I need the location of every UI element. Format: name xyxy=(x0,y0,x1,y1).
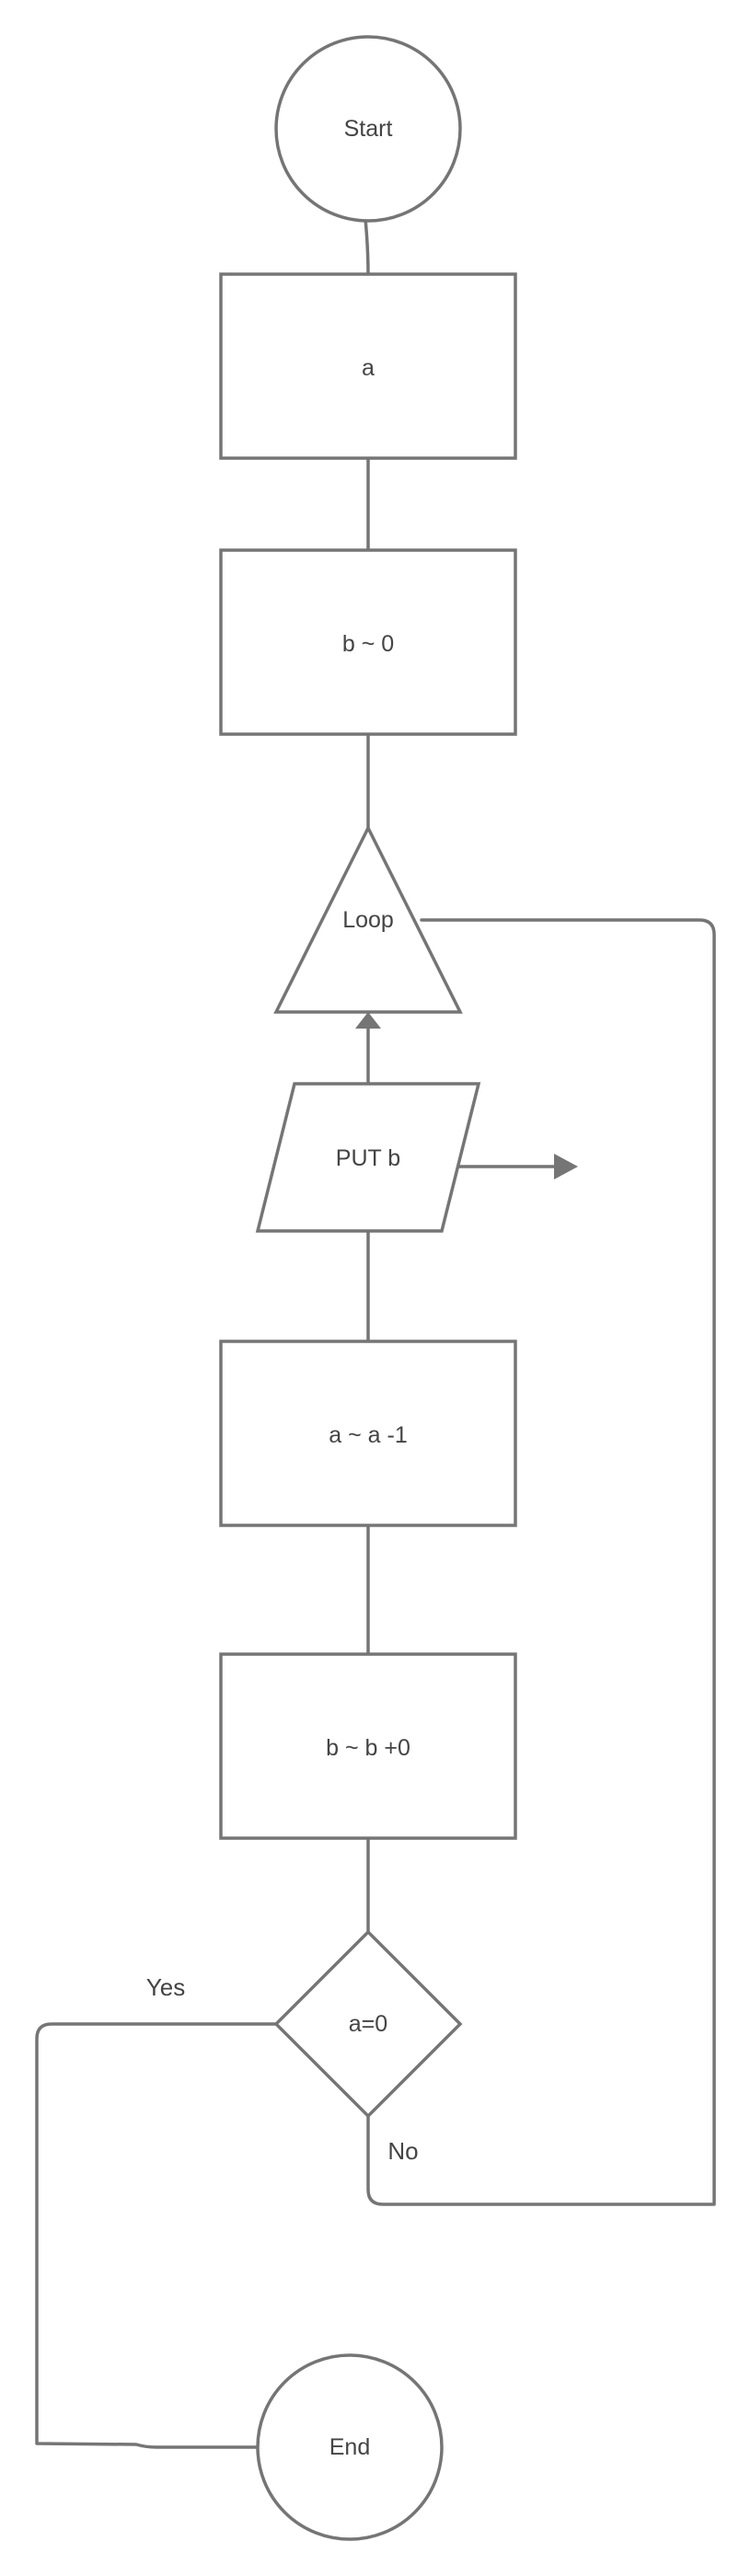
start-node xyxy=(274,35,462,223)
init-b-label: b ~ 0 xyxy=(342,631,394,657)
yes-edge-label: Yes xyxy=(146,1973,185,2001)
decision-node xyxy=(273,1929,463,2119)
arrowhead-into-loop xyxy=(355,1012,381,1029)
no-edge-label: No xyxy=(387,2137,418,2165)
connector-start-to-a xyxy=(364,217,370,276)
end-label: End xyxy=(329,2434,370,2460)
input-a-label: a xyxy=(362,355,375,381)
init-b-node xyxy=(219,548,517,736)
start-label: Start xyxy=(344,116,393,142)
end-node xyxy=(256,2353,444,2541)
a-decrement-node xyxy=(219,1340,517,1527)
input-a-node xyxy=(219,272,517,460)
loop-label: Loop xyxy=(342,907,394,933)
connector-yes-to-end xyxy=(35,2022,278,2449)
a-decrement-label: a ~ a -1 xyxy=(329,1422,407,1448)
loop-node xyxy=(273,824,463,1014)
b-add-label: b ~ b +0 xyxy=(326,1735,410,1761)
put-b-label: PUT b xyxy=(336,1145,400,1171)
put-b-node xyxy=(255,1082,481,1233)
arrowhead-output xyxy=(554,1154,578,1179)
connector-no-loop-back xyxy=(366,918,716,2206)
decision-label: a=0 xyxy=(349,2011,387,2037)
b-add-node xyxy=(219,1652,517,1840)
